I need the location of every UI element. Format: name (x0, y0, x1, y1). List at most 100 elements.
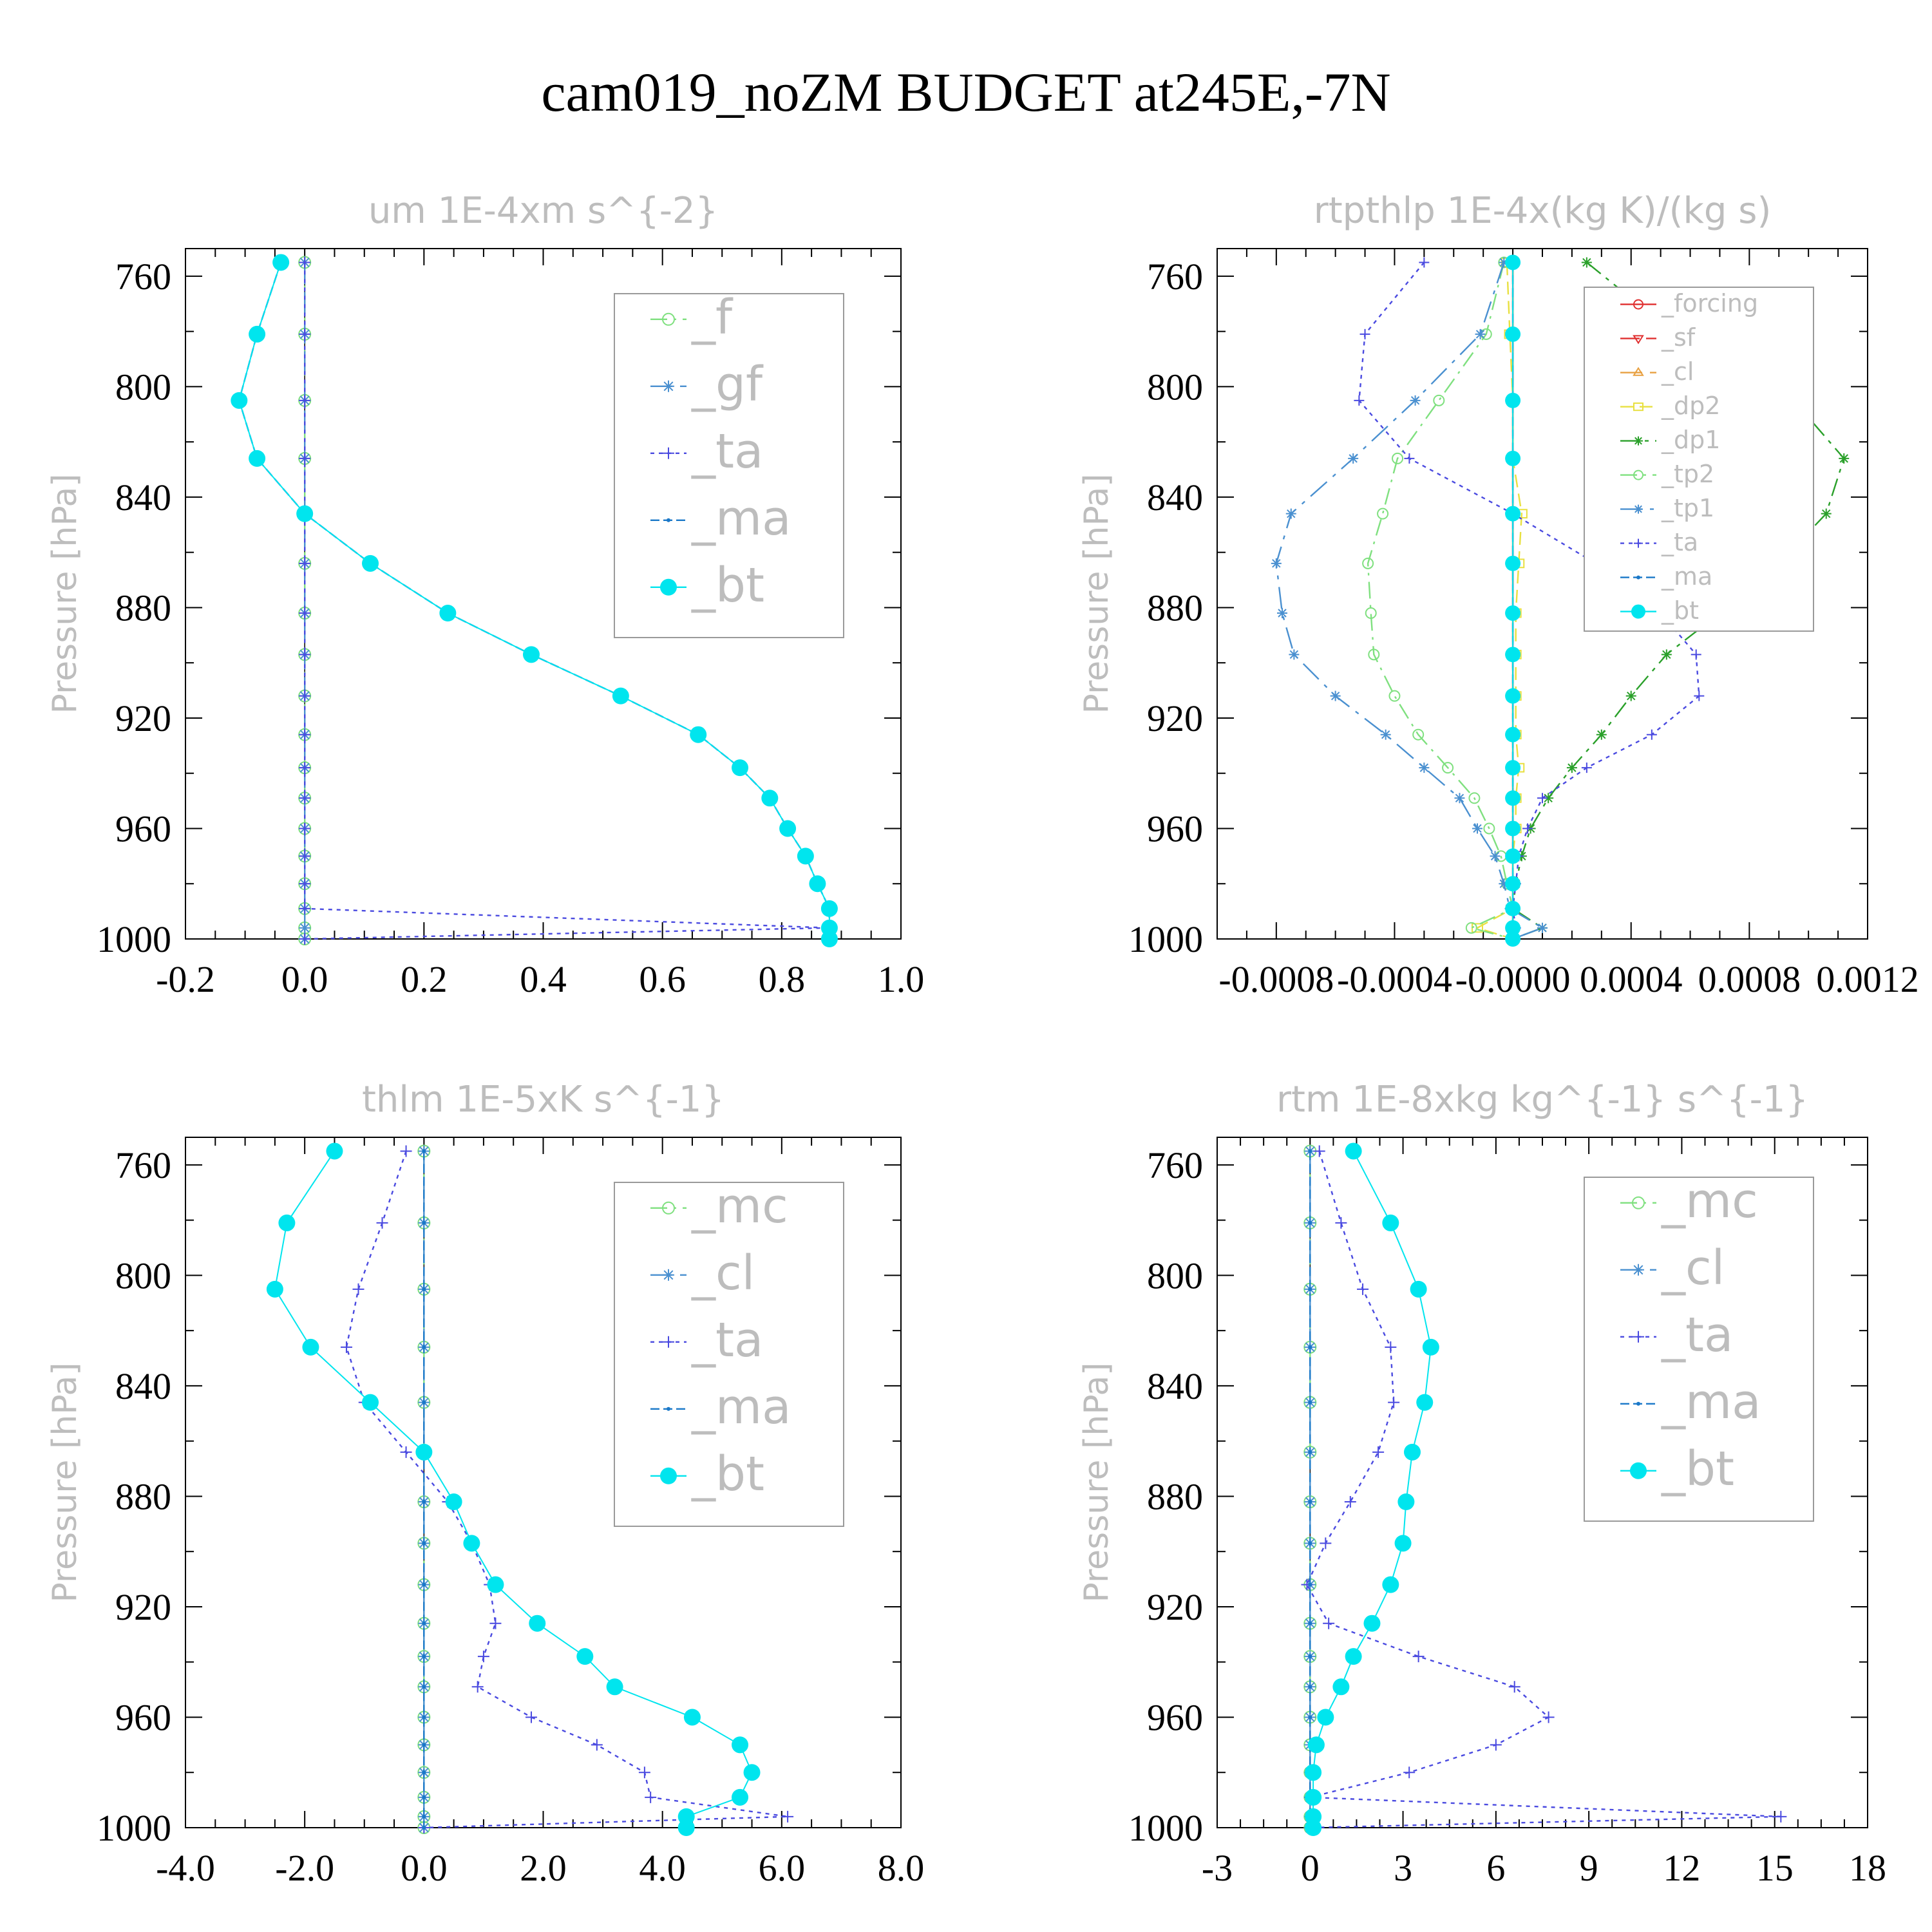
data-point-marker (779, 820, 797, 837)
data-point-marker (797, 848, 814, 865)
data-point-marker (422, 1149, 426, 1153)
data-point-marker (667, 1406, 670, 1411)
x-tick-label: 0.2 (401, 958, 448, 1000)
data-point-marker (1442, 762, 1454, 774)
data-point-marker (299, 822, 311, 835)
data-point-marker (1308, 1345, 1312, 1349)
data-point-marker (1335, 1217, 1347, 1229)
data-point-marker (1596, 729, 1607, 740)
data-point-marker (1508, 1681, 1520, 1693)
y-tick-label: 800 (115, 366, 171, 408)
legend-entry: _ma (1661, 1374, 1761, 1430)
data-point-marker (1490, 1739, 1502, 1751)
data-point-marker (1308, 1621, 1312, 1625)
data-point-marker (1631, 604, 1645, 619)
data-point-marker (732, 1736, 749, 1754)
data-point-marker (1308, 1450, 1312, 1454)
data-point-marker (422, 1541, 426, 1546)
y-axis-label: Pressure [hPa] (1077, 1363, 1116, 1603)
data-point-marker (761, 790, 779, 807)
legend: _f _gf _ta _ma _bt (614, 290, 844, 638)
data-point-marker (1505, 254, 1521, 270)
data-point-marker (439, 605, 457, 622)
data-point-marker (1636, 1401, 1640, 1406)
y-tick-label: 760 (1147, 1144, 1203, 1186)
data-point-marker (1505, 726, 1521, 743)
chart-panel-4: rtm 1E-8xkg kg^{-1} s^{-1} Pressure [hPa]… (1077, 1079, 1886, 1889)
legend-entry: _mc (1661, 1173, 1758, 1229)
data-point-marker (299, 850, 311, 862)
data-point-marker (1308, 1220, 1312, 1225)
data-point-marker (820, 900, 838, 917)
series-bt (231, 254, 838, 947)
data-point-marker (299, 902, 311, 914)
data-point-marker (1505, 555, 1521, 571)
x-tick-label: 3 (1394, 1847, 1412, 1889)
series-line (345, 1151, 788, 1829)
data-point-marker (606, 1678, 623, 1696)
data-point-marker (1821, 508, 1832, 519)
data-point-marker (1505, 688, 1521, 704)
legend-entry: _cl (691, 1245, 755, 1301)
data-point-marker (422, 1743, 426, 1747)
data-point-marker (529, 1615, 546, 1632)
x-tick-label: -2.0 (275, 1847, 334, 1889)
y-axis-label: Pressure [hPa] (1077, 474, 1116, 714)
series-bt (266, 1142, 761, 1836)
data-point-marker (362, 1394, 379, 1411)
data-point-marker (1289, 649, 1300, 660)
data-point-marker (299, 394, 311, 406)
y-tick-label: 880 (115, 1475, 171, 1517)
data-point-marker (1392, 452, 1404, 464)
x-tick-label: 8.0 (878, 1847, 925, 1889)
x-tick-label: 6 (1486, 1847, 1505, 1889)
data-point-marker (422, 1220, 426, 1225)
panel-title: um 1E-4xm s^{-2} (368, 190, 718, 232)
data-point-marker (663, 1269, 674, 1281)
data-point-marker (1394, 1535, 1412, 1552)
data-point-marker (231, 392, 248, 409)
data-point-marker (1465, 922, 1477, 934)
data-point-marker (1690, 649, 1701, 660)
x-tick-label: 9 (1580, 1847, 1598, 1889)
data-point-marker (1388, 1396, 1400, 1408)
y-tick-label: 960 (115, 808, 171, 849)
data-point-marker (1634, 436, 1643, 446)
legend-entry: _dp1 (1661, 426, 1720, 454)
legend-entry: _tp2 (1661, 460, 1714, 488)
data-point-marker (1505, 876, 1521, 892)
data-point-marker (1382, 1576, 1399, 1593)
y-tick-label: 960 (1147, 1696, 1203, 1738)
data-point-marker (1308, 1400, 1312, 1405)
data-point-marker (662, 312, 675, 326)
data-point-marker (1368, 649, 1380, 661)
data-point-marker (1522, 823, 1533, 834)
y-axis-label: Pressure [hPa] (46, 1363, 84, 1603)
y-tick-label: 880 (1147, 587, 1203, 629)
data-point-marker (820, 931, 838, 947)
data-point-marker (400, 1446, 412, 1458)
data-point-marker (1365, 607, 1377, 620)
data-point-marker (1537, 793, 1548, 804)
legend-entry: _f (691, 290, 734, 345)
legend-entry: _bt (691, 558, 764, 613)
data-point-marker (1308, 1149, 1312, 1153)
data-point-marker (1404, 453, 1415, 464)
data-point-marker (1483, 822, 1495, 835)
data-point-marker (1694, 690, 1705, 701)
y-tick-label: 760 (115, 1144, 171, 1186)
series-line (1306, 1151, 1781, 1829)
data-point-marker (1320, 1537, 1332, 1549)
data-point-marker (299, 878, 311, 890)
x-tick-label: 12 (1663, 1847, 1700, 1889)
data-point-marker (422, 1795, 426, 1799)
y-axis-label: Pressure [hPa] (46, 474, 84, 714)
data-point-marker (422, 1500, 426, 1504)
data-point-marker (1416, 1394, 1434, 1411)
data-point-marker (415, 1443, 433, 1461)
data-point-marker (782, 1810, 794, 1823)
y-tick-label: 920 (1147, 1586, 1203, 1628)
legend-box (614, 293, 844, 638)
data-point-marker (1633, 1264, 1644, 1276)
